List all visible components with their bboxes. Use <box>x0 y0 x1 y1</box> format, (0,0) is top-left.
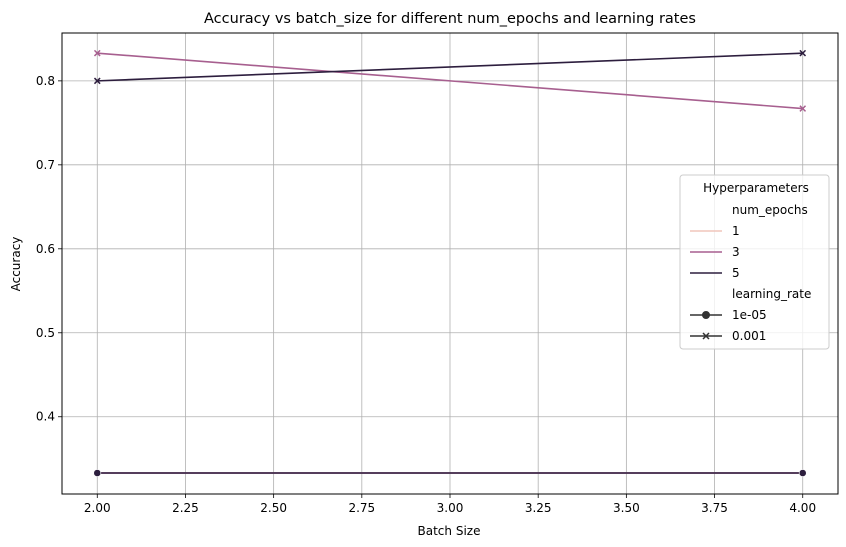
y-tick-label: 0.4 <box>36 410 55 424</box>
legend-hue-label-5: 5 <box>732 266 740 280</box>
x-tick-label: 3.00 <box>437 501 464 515</box>
legend-x-marker <box>702 332 710 340</box>
series-epochs-5-lr-1e-05 <box>93 469 807 477</box>
legend-title: Hyperparameters <box>703 181 809 195</box>
legend: Hyperparameters num_epochs 1 3 5 learnin… <box>679 174 830 350</box>
x-axis-label: Batch Size <box>418 524 481 538</box>
series-line <box>97 52 803 110</box>
x-tick-label: 3.75 <box>701 501 728 515</box>
data-point <box>799 49 807 57</box>
legend-style-label-circle: 1e-05 <box>732 308 767 322</box>
x-tick-label: 2.50 <box>260 501 287 515</box>
y-axis-label: Accuracy <box>9 237 23 292</box>
legend-frame <box>679 174 830 350</box>
chart-title: Accuracy vs batch_size for different num… <box>204 11 696 27</box>
y-tick-label: 0.5 <box>36 326 55 340</box>
x-tick-label: 2.00 <box>84 501 111 515</box>
x-tick-label: 2.25 <box>172 501 199 515</box>
y-tick-label: 0.6 <box>36 242 55 256</box>
legend-hue-title: num_epochs <box>732 203 808 217</box>
legend-hue-label-1: 1 <box>732 224 740 238</box>
series-epochs-5-lr-0.001 <box>93 49 807 85</box>
series-line <box>97 52 803 82</box>
series-epochs-3-lr-0.001 <box>93 49 807 112</box>
data-point <box>799 105 807 112</box>
x-tick-label: 4.00 <box>789 501 816 515</box>
x-tick-label: 2.75 <box>348 501 375 515</box>
data-point <box>93 77 101 85</box>
legend-circle-marker <box>702 311 710 319</box>
x-tick-label: 3.25 <box>525 501 552 515</box>
legend-hue-label-3: 3 <box>732 245 740 259</box>
legend-style-title: learning_rate <box>732 287 811 301</box>
data-point <box>798 469 807 477</box>
x-tick-label: 3.50 <box>613 501 640 515</box>
y-tick-label: 0.7 <box>36 158 55 172</box>
series-layer <box>93 49 807 477</box>
data-point <box>93 469 102 477</box>
legend-style-label-x: 0.001 <box>732 329 766 343</box>
y-tick-label: 0.8 <box>36 74 55 88</box>
data-point <box>93 49 101 57</box>
ticks: 2.00 2.25 2.50 2.75 3.00 3.25 3.50 3.75 4.00 0.4 0… <box>36 74 816 515</box>
